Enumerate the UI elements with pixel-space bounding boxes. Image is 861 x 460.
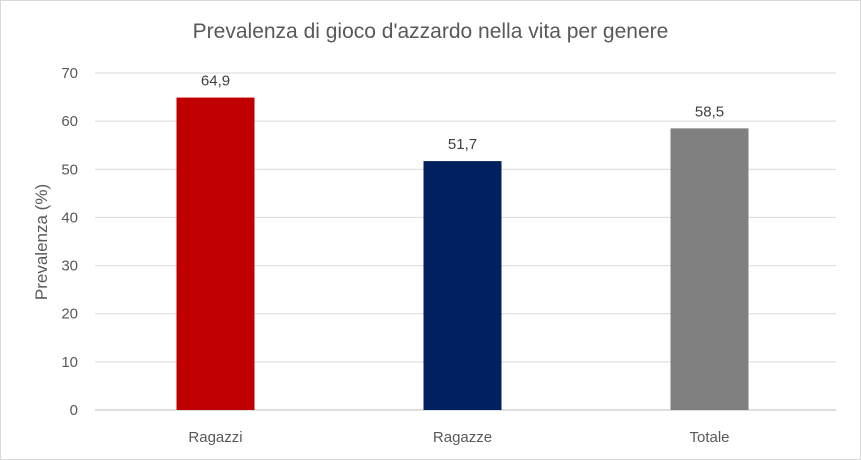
y-axis-ticks: 0 10 20 30 40 50 60 70 <box>61 65 78 419</box>
y-tick-label: 0 <box>70 402 78 419</box>
data-label: 58,5 <box>695 103 724 120</box>
y-tick-label: 50 <box>61 161 78 178</box>
bar-ragazze <box>423 161 502 410</box>
x-tick-label: Ragazze <box>433 429 492 446</box>
data-label: 51,7 <box>448 136 477 153</box>
x-tick-label: Totale <box>689 429 729 446</box>
y-tick-label: 60 <box>61 113 78 130</box>
y-tick-label: 70 <box>61 65 78 82</box>
y-axis-title: Prevalenza (%) <box>32 184 51 300</box>
x-tick-label: Ragazzi <box>188 429 242 446</box>
data-labels: 64,9 51,7 58,5 <box>201 73 724 154</box>
y-tick-label: 10 <box>61 354 78 371</box>
data-label: 64,9 <box>201 73 230 90</box>
bars <box>176 97 749 410</box>
y-tick-label: 40 <box>61 209 78 226</box>
bar-totale <box>670 128 749 410</box>
bar-ragazzi <box>176 97 255 410</box>
y-tick-label: 30 <box>61 258 78 275</box>
y-tick-label: 20 <box>61 306 78 323</box>
x-axis-ticks: Ragazzi Ragazze Totale <box>188 429 729 446</box>
chart-title: Prevalenza di gioco d'azzardo nella vita… <box>192 20 669 43</box>
